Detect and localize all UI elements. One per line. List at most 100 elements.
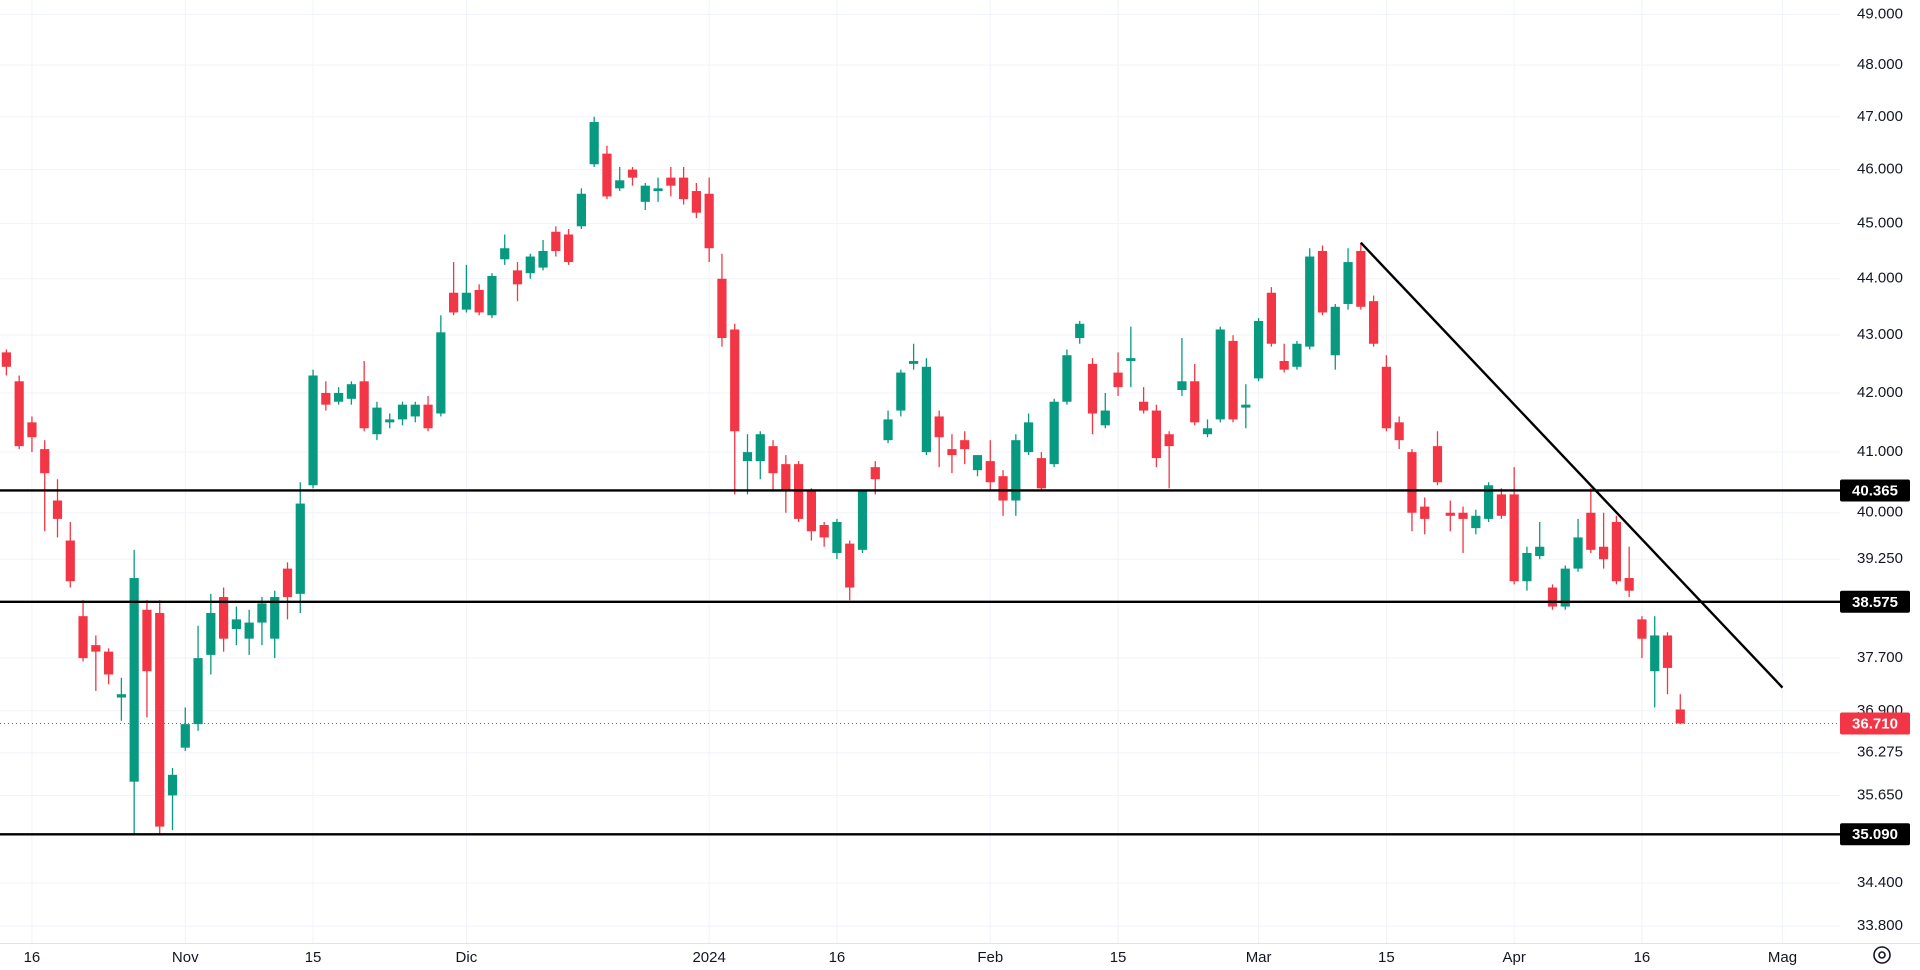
x-tick-label: Mag — [1768, 949, 1797, 966]
candle-body — [551, 231, 561, 251]
candle-body — [1599, 546, 1609, 560]
candle-body — [104, 651, 114, 675]
candle-body — [1113, 372, 1123, 388]
candle-body — [768, 446, 778, 474]
candle-body — [1177, 381, 1187, 391]
candle-body — [500, 248, 510, 260]
y-tick-label: 36.275 — [1857, 744, 1903, 761]
settings-icon[interactable] — [1873, 946, 1891, 964]
candle-body — [193, 658, 203, 725]
x-tick-label: Mar — [1246, 949, 1272, 966]
candle-body — [1420, 506, 1430, 519]
candle-body — [1471, 515, 1481, 529]
candle-body — [896, 372, 906, 411]
candle-body — [1075, 323, 1085, 339]
candle-body — [1586, 512, 1596, 550]
candle-body — [679, 177, 689, 200]
candle-body — [410, 404, 420, 417]
x-tick-label: 16 — [1634, 949, 1651, 966]
level-tag-label: 35.090 — [1852, 826, 1898, 843]
candle-body — [921, 366, 931, 453]
candle-body — [1381, 366, 1391, 429]
candle-body — [167, 774, 178, 796]
candle-body — [334, 392, 344, 402]
candle-body — [65, 540, 75, 582]
x-tick-label: 16 — [829, 949, 846, 966]
candle-body — [857, 491, 868, 550]
last-price-label: 36.710 — [1852, 715, 1898, 732]
candle-body — [1139, 401, 1149, 411]
candle-body — [883, 419, 893, 441]
candle-body — [564, 234, 574, 263]
candle-body — [346, 384, 356, 399]
candle-body — [730, 329, 740, 432]
y-tick-label: 35.650 — [1857, 786, 1903, 803]
candle-body — [155, 612, 165, 827]
candle-body — [1228, 340, 1238, 420]
x-tick-label: Nov — [172, 949, 199, 966]
candle-body — [1560, 568, 1570, 607]
candle-body — [1611, 521, 1621, 582]
candle-body — [781, 464, 791, 492]
candle-body — [180, 724, 190, 748]
candle-body — [1266, 292, 1276, 344]
candle-body — [1036, 458, 1046, 489]
candle-body — [1432, 446, 1443, 483]
candle-body — [1458, 512, 1468, 519]
candle-body — [1445, 512, 1455, 516]
candle-body — [1624, 578, 1634, 591]
candle-body — [1241, 404, 1251, 408]
candle-body — [231, 619, 241, 630]
trend-line — [1359, 241, 1784, 689]
candle-body — [512, 270, 523, 285]
candle-body — [666, 177, 676, 186]
candle-body — [1394, 422, 1404, 441]
x-tick-label: 15 — [1110, 949, 1127, 966]
candle-body — [960, 440, 970, 450]
x-tick-label: Apr — [1502, 949, 1525, 966]
candle-body — [1151, 410, 1161, 459]
candle-body — [1675, 709, 1685, 724]
plot-background — [0, 0, 1840, 943]
candle-body — [1547, 587, 1558, 607]
y-tick-label: 39.250 — [1857, 550, 1903, 567]
x-tick-label: Dic — [456, 949, 478, 966]
candle-body — [206, 612, 216, 655]
candle-body — [1164, 434, 1174, 447]
candle-body — [91, 645, 101, 652]
candle-body — [1190, 381, 1200, 423]
y-tick-label: 42.000 — [1857, 384, 1903, 401]
candle-body — [1062, 355, 1072, 402]
candle-body — [806, 491, 816, 532]
candle-body — [1011, 440, 1021, 501]
y-tick-label: 49.000 — [1857, 5, 1903, 22]
y-tick-label: 47.000 — [1857, 108, 1903, 125]
y-tick-label: 45.000 — [1857, 215, 1903, 232]
candle-body — [295, 503, 305, 594]
y-tick-label: 46.000 — [1857, 161, 1903, 178]
candle-body — [1535, 546, 1545, 557]
x-tick-label: 16 — [24, 949, 41, 966]
candle-body — [845, 543, 855, 588]
candle-body — [1496, 494, 1506, 516]
candle-body — [998, 476, 1008, 501]
candle-body — [142, 609, 152, 672]
y-tick-label: 40.000 — [1857, 504, 1903, 521]
candle-body — [1215, 329, 1225, 420]
candle-body — [1369, 301, 1379, 344]
candle-body — [1126, 358, 1136, 362]
candle-body — [116, 694, 126, 698]
candle-body — [282, 568, 293, 598]
candle-body — [397, 404, 408, 420]
candle-body — [1662, 635, 1673, 668]
x-tick-label: 2024 — [692, 949, 725, 966]
y-tick-label: 37.700 — [1857, 649, 1903, 666]
candle-body — [1049, 401, 1059, 465]
candle-body — [40, 449, 50, 474]
candle-body — [1292, 343, 1302, 367]
candle-body — [832, 521, 842, 553]
candle-body — [947, 449, 957, 456]
candle-body — [244, 622, 254, 639]
